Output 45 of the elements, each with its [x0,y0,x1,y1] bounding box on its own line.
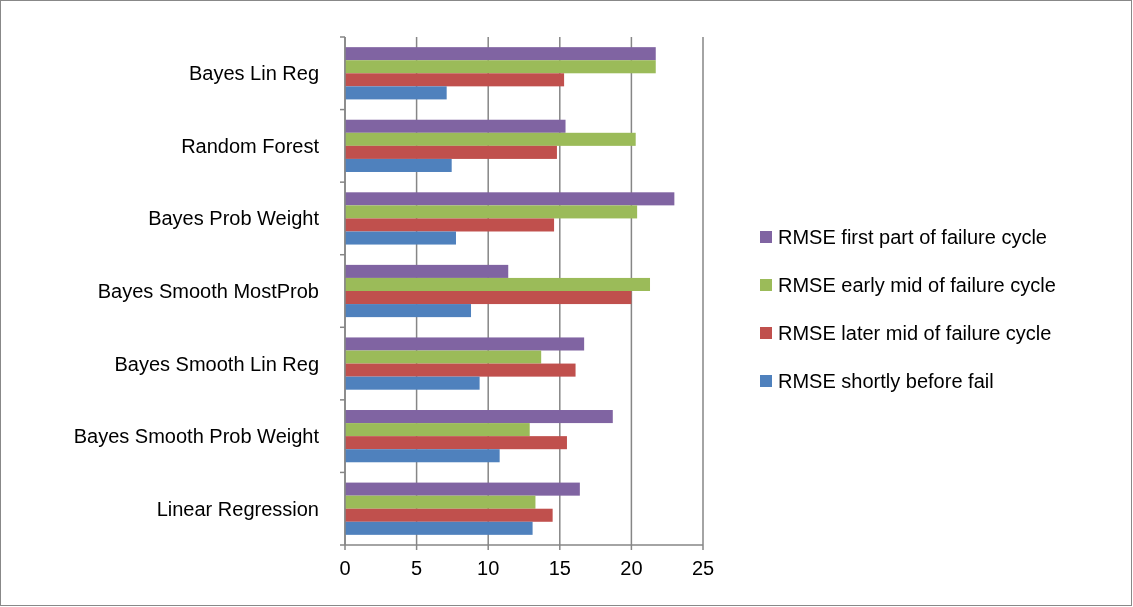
x-tick-label: 25 [691,557,715,579]
bar [345,158,452,172]
x-tick-label: 0 [339,557,351,579]
y-tick-label: Bayes Smooth MostProb [97,280,319,302]
bar [345,376,480,390]
y-tick-label: Bayes Prob Weight [148,207,320,230]
legend-label: RMSE first part of failure cycle [778,226,1047,248]
bar [345,264,509,278]
legend-label: RMSE shortly before fail [778,370,994,392]
x-tick-label: 20 [620,557,643,579]
legend-label: RMSE later mid of failure cycle [778,322,1052,344]
bar [345,86,447,100]
y-tick-label: Random Forest [181,134,320,157]
bar [345,410,613,424]
bar [345,205,638,219]
bar [345,363,576,377]
bar [345,521,533,535]
y-tick-label: Bayes Smooth Lin Reg [114,352,319,375]
bar [345,482,580,496]
legend-label: RMSE early mid of failure cycle [778,274,1056,296]
x-tick-label: 5 [411,557,423,579]
bar [345,231,456,245]
bar [345,495,536,509]
bar [345,145,557,159]
bar [345,423,530,437]
bar [345,47,656,61]
bar [345,508,553,522]
bar [345,277,651,291]
bar [345,218,555,232]
bar [345,350,542,364]
x-tick-label: 15 [548,557,571,579]
bar [345,192,675,206]
y-tick-label: Bayes Lin Reg [188,62,319,85]
bar [345,119,566,133]
bar [345,436,567,450]
bar [345,60,656,74]
x-tick-label: 10 [477,557,500,579]
y-tick-label: Bayes Smooth Prob Weight [73,425,320,448]
bar [345,304,472,318]
bar [345,291,632,305]
bar [345,73,565,87]
bar [345,132,636,146]
y-tick-label: Linear Regression [156,497,319,520]
bar [345,337,585,351]
bar [345,449,500,463]
